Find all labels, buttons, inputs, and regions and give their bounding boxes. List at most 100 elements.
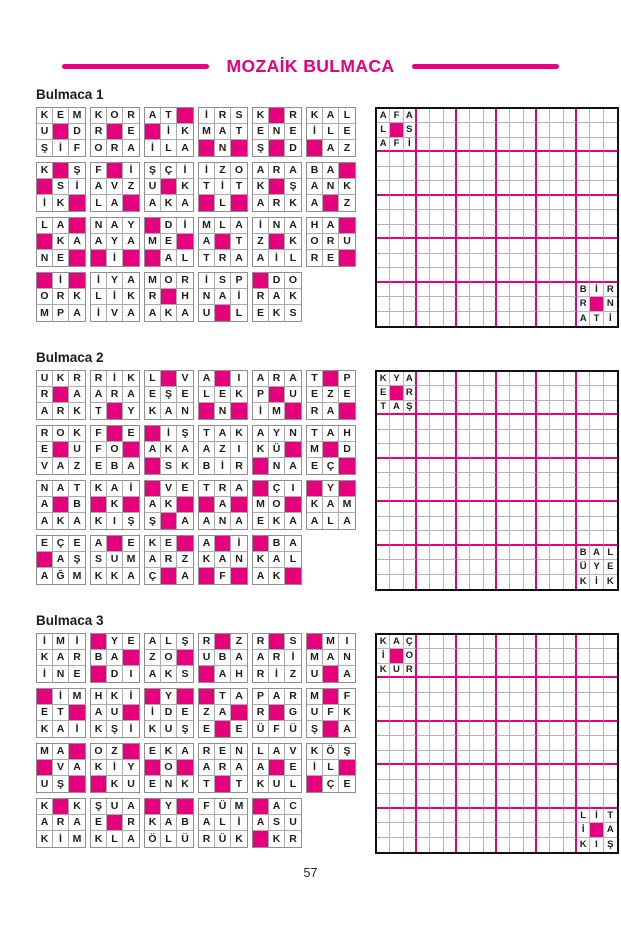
grid-cell bbox=[456, 109, 471, 124]
grid-cell bbox=[590, 268, 604, 283]
block-cell bbox=[145, 458, 161, 474]
block-cell: B bbox=[199, 458, 215, 474]
block-cell: A bbox=[323, 426, 339, 442]
block-cell: U bbox=[199, 650, 215, 666]
grid-cell bbox=[377, 181, 391, 196]
grid-cell bbox=[590, 386, 604, 401]
grid-cell bbox=[603, 415, 617, 430]
grid-cell bbox=[523, 487, 537, 503]
block-cell: A bbox=[285, 218, 301, 234]
block-cell: A bbox=[37, 497, 53, 513]
grid-cell bbox=[443, 109, 457, 124]
grid-cell bbox=[377, 311, 391, 326]
grid-cell bbox=[456, 736, 471, 751]
block-cell: I bbox=[231, 371, 247, 387]
block-cell: A bbox=[53, 744, 69, 760]
grid-cell bbox=[523, 635, 537, 650]
grid-cell bbox=[403, 808, 417, 824]
grid-cell bbox=[590, 166, 604, 182]
grid-cell bbox=[470, 823, 484, 838]
grid-cell bbox=[550, 779, 564, 795]
block-cell bbox=[161, 289, 177, 305]
block-cell: Ç bbox=[145, 568, 161, 584]
grid-cell bbox=[496, 649, 511, 664]
block-cell: A bbox=[69, 815, 85, 831]
block-cell bbox=[323, 195, 339, 211]
grid-cell bbox=[550, 560, 564, 575]
grid-cell bbox=[390, 123, 404, 138]
grid-cell bbox=[536, 152, 551, 167]
block-cell: K bbox=[285, 195, 301, 211]
block-cell: E bbox=[53, 108, 69, 124]
block-cell: U bbox=[285, 815, 301, 831]
grid-cell bbox=[590, 181, 604, 196]
block-cell bbox=[37, 273, 53, 289]
grid-cell bbox=[456, 123, 471, 138]
grid-cell bbox=[483, 502, 497, 517]
grid-cell bbox=[430, 297, 444, 312]
grid-cell bbox=[456, 210, 471, 225]
grid-cell: T bbox=[603, 809, 617, 824]
grid-cell bbox=[443, 268, 457, 283]
grid-cell bbox=[444, 574, 457, 589]
block-cell bbox=[215, 721, 231, 737]
grid-cell bbox=[430, 794, 444, 809]
grid-cell bbox=[484, 574, 497, 589]
grid-cell bbox=[483, 750, 497, 766]
block-cell: E bbox=[307, 458, 323, 474]
grid-cell bbox=[430, 808, 444, 824]
grid-cell bbox=[496, 707, 511, 722]
block-cell: M bbox=[53, 634, 69, 650]
grid-cell bbox=[483, 516, 497, 532]
block-cell: Ç bbox=[269, 481, 285, 497]
block-cell: A bbox=[69, 513, 85, 529]
block-cell: E bbox=[123, 426, 139, 442]
block-cell: İ bbox=[69, 721, 85, 737]
grid-cell bbox=[550, 649, 564, 664]
block-cell bbox=[215, 371, 231, 387]
grid-cell bbox=[470, 152, 484, 167]
grid-cell bbox=[536, 137, 551, 153]
grid-cell bbox=[456, 545, 471, 561]
block-cell bbox=[253, 458, 269, 474]
grid-cell bbox=[390, 516, 404, 532]
block-cell: M bbox=[145, 273, 161, 289]
grid-cell bbox=[456, 487, 471, 503]
grid-cell bbox=[377, 721, 391, 737]
block-cell: Y bbox=[123, 403, 139, 419]
grid-cell bbox=[496, 823, 511, 838]
grid-cell bbox=[510, 152, 524, 167]
grid-cell bbox=[590, 400, 604, 416]
grid-cell bbox=[470, 779, 484, 795]
grid-cell bbox=[536, 268, 551, 283]
grid-cell bbox=[443, 707, 457, 722]
grid-cell bbox=[416, 282, 431, 298]
block-cell: K bbox=[91, 831, 107, 847]
block-cell: M bbox=[269, 403, 285, 419]
grid-cell bbox=[390, 487, 404, 503]
block-cell: İ bbox=[91, 305, 107, 321]
grid-cell bbox=[550, 721, 564, 737]
page-header: MOZAİK BULMACA bbox=[0, 0, 621, 77]
grid-cell bbox=[443, 282, 457, 298]
grid-cell bbox=[416, 765, 431, 780]
block-cell: A bbox=[323, 140, 339, 156]
block-cell: K bbox=[37, 721, 53, 737]
grid-cell bbox=[456, 663, 471, 679]
block-cell: K bbox=[199, 552, 215, 568]
grid-cell bbox=[510, 574, 524, 589]
grid-cell: İ bbox=[377, 649, 391, 664]
block-cell: E bbox=[69, 666, 85, 682]
block-cell: A bbox=[161, 403, 177, 419]
